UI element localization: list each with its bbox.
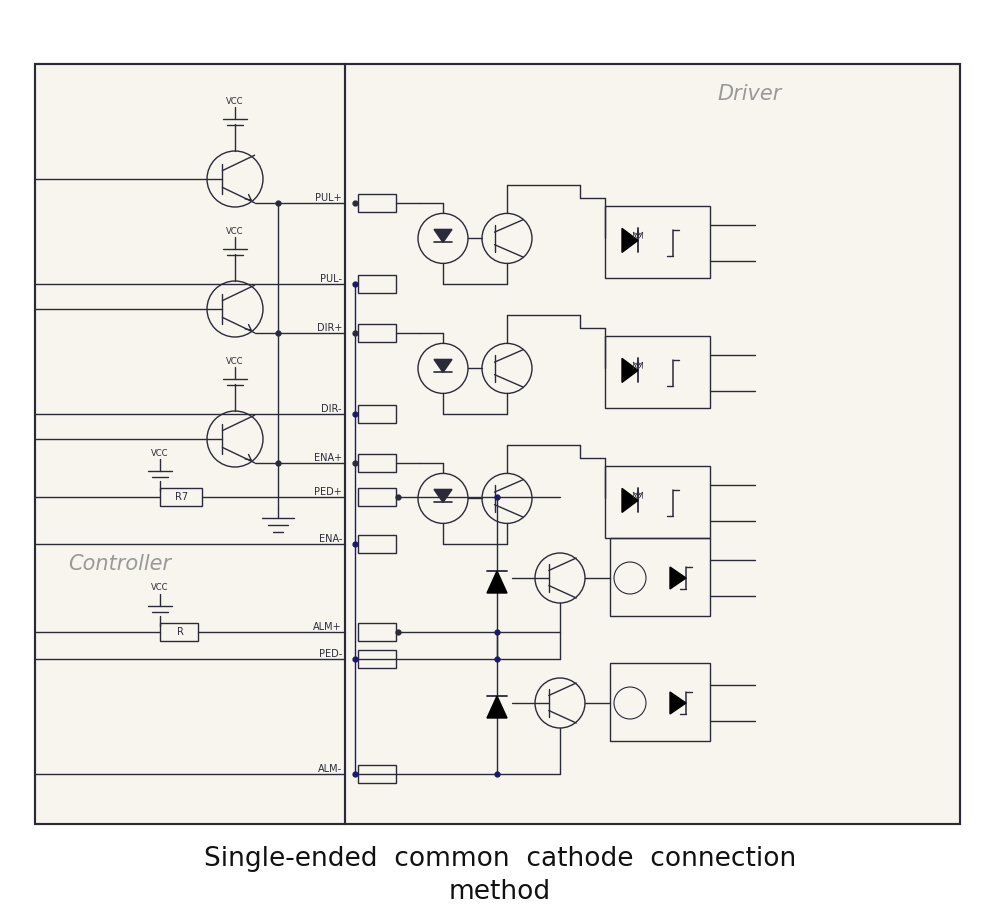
Bar (605, 466, 710, 538)
Text: VCC: VCC (226, 97, 244, 105)
Text: PUL+: PUL+ (315, 193, 342, 203)
Bar (610, 538, 710, 616)
Text: Controller: Controller (68, 554, 172, 574)
Text: Driver: Driver (718, 84, 782, 104)
Bar (358, 453, 396, 472)
Polygon shape (434, 359, 452, 372)
Polygon shape (434, 489, 452, 503)
Bar (358, 650, 396, 668)
Bar (358, 405, 396, 423)
Bar (35, 64, 345, 824)
Text: ENA-: ENA- (319, 534, 342, 544)
Polygon shape (670, 567, 686, 589)
Text: R: R (177, 627, 183, 637)
Text: ALM+: ALM+ (313, 622, 342, 632)
Text: ENA+: ENA+ (314, 452, 342, 462)
Bar (358, 623, 396, 641)
Bar (35, 64, 960, 824)
Bar (345, 64, 960, 824)
Text: PED+: PED+ (314, 487, 342, 497)
Bar (605, 336, 710, 409)
Bar (605, 207, 710, 279)
Bar (160, 488, 202, 506)
Polygon shape (670, 692, 686, 714)
Text: Single-ended  common  cathode  connection: Single-ended common cathode connection (204, 846, 796, 872)
Text: DIR-: DIR- (322, 404, 342, 414)
Polygon shape (622, 228, 638, 252)
Text: VCC: VCC (226, 227, 244, 236)
Polygon shape (434, 229, 452, 242)
Polygon shape (487, 696, 507, 718)
Bar (610, 663, 710, 741)
Text: ALM-: ALM- (318, 764, 342, 774)
Bar (358, 765, 396, 783)
Bar (358, 275, 396, 293)
Text: PED-: PED- (319, 649, 342, 659)
Bar (35, 64, 960, 824)
Text: DIR+: DIR+ (317, 323, 342, 333)
Text: VCC: VCC (151, 449, 169, 458)
Bar (358, 488, 396, 506)
Polygon shape (487, 571, 507, 593)
Polygon shape (622, 488, 638, 513)
Bar (358, 535, 396, 553)
Text: VCC: VCC (226, 356, 244, 366)
Text: VCC: VCC (151, 583, 169, 592)
Polygon shape (622, 358, 638, 382)
Text: method: method (449, 879, 551, 905)
Text: R7: R7 (175, 492, 189, 502)
Bar (358, 324, 396, 342)
Text: PUL-: PUL- (320, 274, 342, 284)
Bar (160, 623, 198, 641)
Bar (358, 194, 396, 212)
